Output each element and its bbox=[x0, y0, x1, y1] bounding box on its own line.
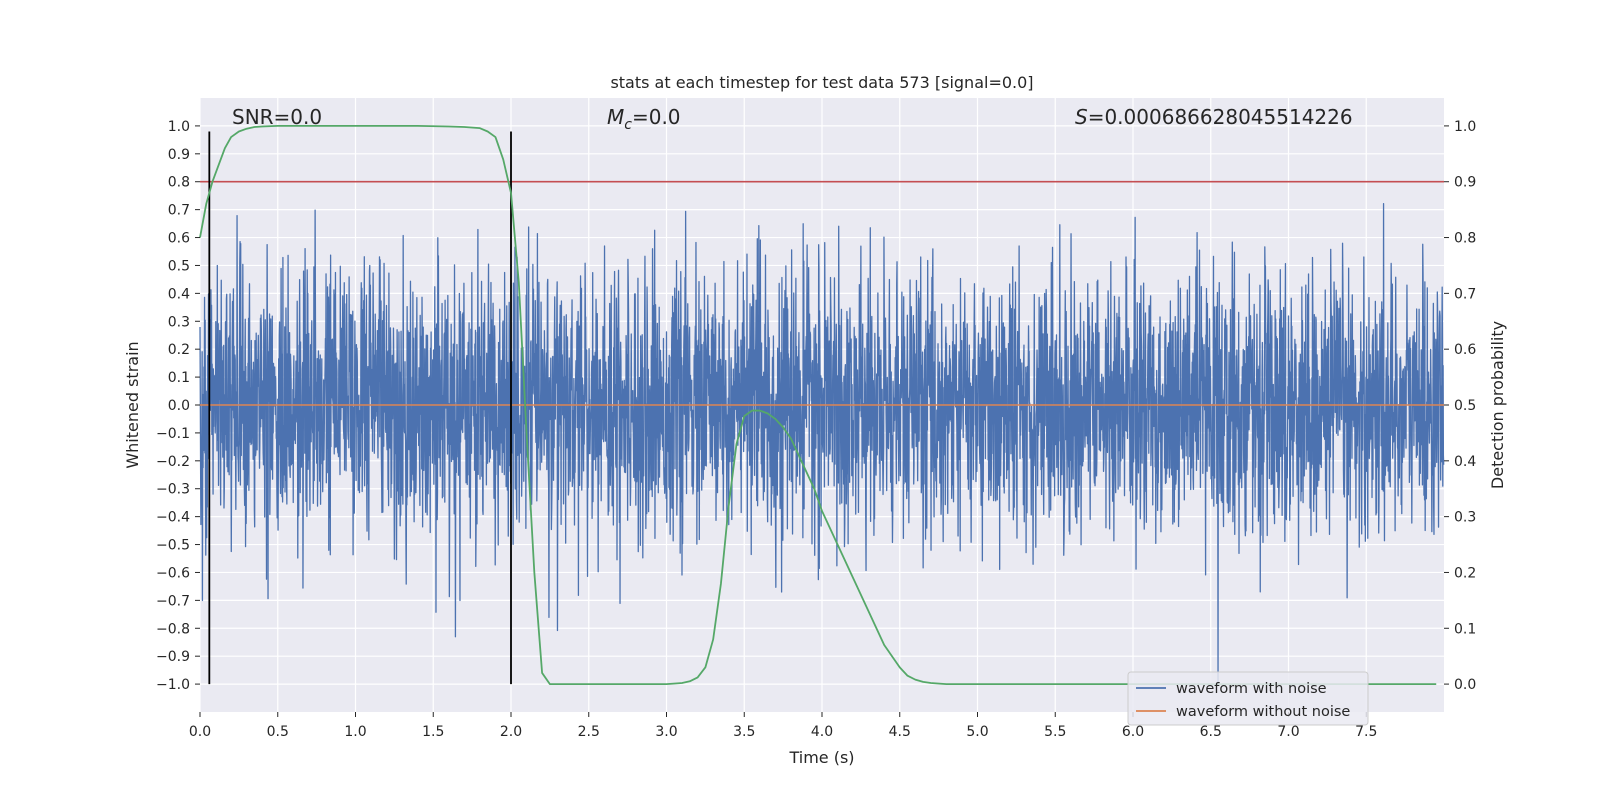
y2-tick-label: 0.4 bbox=[1454, 454, 1476, 470]
detection-probability-line bbox=[199, 125, 1437, 685]
y-tick-label: 0.3 bbox=[168, 314, 190, 330]
x-tick-label: 7.0 bbox=[1277, 724, 1299, 740]
y-tick-label: −0.6 bbox=[156, 565, 190, 581]
x-tick-label: 3.5 bbox=[733, 724, 755, 740]
legend-label: waveform without noise bbox=[1176, 704, 1350, 720]
y-axis-label: Whitened strain bbox=[123, 341, 142, 468]
x-tick-label: 0.5 bbox=[267, 724, 289, 740]
y2-tick-label: 0.2 bbox=[1454, 565, 1476, 581]
y-tick-label: −0.8 bbox=[156, 621, 190, 637]
y-tick-label: −0.5 bbox=[156, 538, 190, 554]
x-tick-label: 3.0 bbox=[655, 724, 677, 740]
y2-tick-label: 0.6 bbox=[1454, 342, 1476, 358]
y-tick-label: −1.0 bbox=[156, 677, 190, 693]
y-tick-label: −0.3 bbox=[156, 482, 190, 498]
x-tick-label: 5.5 bbox=[1044, 724, 1066, 740]
y-tick-label: −0.7 bbox=[156, 593, 190, 609]
y2-tick-label: 0.9 bbox=[1454, 175, 1476, 191]
x-tick-label: 6.5 bbox=[1200, 724, 1222, 740]
y-tick-label: −0.9 bbox=[156, 649, 190, 665]
y2-tick-label: 0.3 bbox=[1454, 510, 1476, 526]
x-tick-label: 1.5 bbox=[422, 724, 444, 740]
x-tick-label: 7.5 bbox=[1355, 724, 1377, 740]
x-tick-label: 1.0 bbox=[344, 724, 366, 740]
noise-waveform-line bbox=[199, 202, 1445, 685]
score-value: =0.000686628045514226 bbox=[1088, 105, 1353, 129]
y-tick-label: −0.4 bbox=[156, 510, 190, 526]
legend-label: waveform with noise bbox=[1176, 681, 1327, 697]
y2-tick-label: 0.7 bbox=[1454, 286, 1476, 302]
chirp-mass-symbol: M bbox=[607, 105, 624, 129]
x-tick-label: 4.0 bbox=[811, 724, 833, 740]
y-tick-label: 0.8 bbox=[168, 175, 190, 191]
x-tick-label: 0.0 bbox=[189, 724, 211, 740]
x-tick-label: 4.5 bbox=[889, 724, 911, 740]
y-tick-label: 0.9 bbox=[168, 147, 190, 163]
y2-tick-label: 0.8 bbox=[1454, 231, 1476, 247]
x-tick-label: 2.5 bbox=[578, 724, 600, 740]
snr-annotation: SNR=0.0 bbox=[232, 105, 322, 129]
y-tick-label: 0.7 bbox=[168, 203, 190, 219]
x-tick-label: 6.0 bbox=[1122, 724, 1144, 740]
y2-tick-label: 0.1 bbox=[1454, 621, 1476, 637]
x-tick-label: 5.0 bbox=[966, 724, 988, 740]
y-tick-label: 0.1 bbox=[168, 370, 190, 386]
y2-tick-label: 0.0 bbox=[1454, 677, 1476, 693]
y-tick-label: −0.2 bbox=[156, 454, 190, 470]
chirp-mass-value: =0.0 bbox=[632, 105, 681, 129]
y-tick-label: 0.5 bbox=[168, 258, 190, 274]
waveform-with-noise-series bbox=[199, 202, 1445, 685]
score-symbol: S bbox=[1075, 105, 1088, 129]
legend: waveform with noise waveform without nois… bbox=[1127, 671, 1369, 726]
chirp-mass-annotation: Mc=0.0 bbox=[607, 105, 681, 133]
y2-tick-label: 1.0 bbox=[1454, 119, 1476, 135]
y-tick-label: 0.4 bbox=[168, 286, 190, 302]
chart-title: stats at each timestep for test data 573… bbox=[610, 73, 1033, 92]
legend-box bbox=[1127, 671, 1369, 726]
y-tick-label: 1.0 bbox=[168, 119, 190, 135]
y-tick-label: 0.2 bbox=[168, 342, 190, 358]
y2-axis-label: Detection probability bbox=[1488, 321, 1507, 489]
y-tick-label: 0.0 bbox=[168, 398, 190, 414]
y-tick-label: −0.1 bbox=[156, 426, 190, 442]
y-tick-label: 0.6 bbox=[168, 231, 190, 247]
x-axis-label: Time (s) bbox=[788, 748, 854, 767]
score-annotation: S=0.000686628045514226 bbox=[1075, 105, 1353, 129]
x-tick-label: 2.0 bbox=[500, 724, 522, 740]
chirp-mass-subscript: c bbox=[624, 117, 632, 133]
y2-tick-label: 0.5 bbox=[1454, 398, 1476, 414]
